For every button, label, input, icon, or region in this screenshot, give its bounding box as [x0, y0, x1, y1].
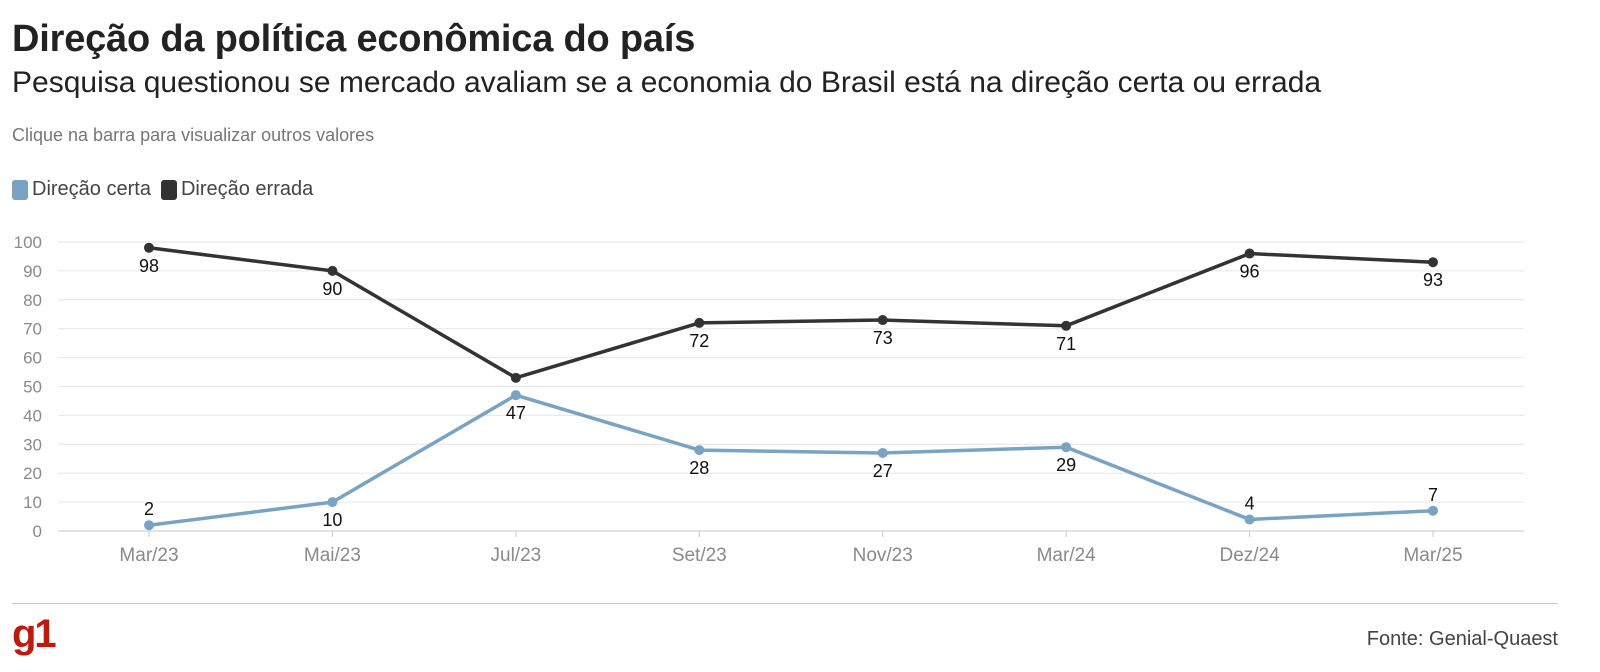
y-tick-label: 50 — [23, 378, 42, 397]
data-point-direcao-errada[interactable] — [144, 242, 154, 253]
data-point-direcao-errada[interactable] — [1428, 257, 1438, 268]
data-label-direcao-errada: 93 — [1423, 270, 1443, 290]
data-label-direcao-errada: 96 — [1240, 262, 1260, 282]
data-point-direcao-certa[interactable] — [1061, 442, 1072, 453]
data-point-direcao-errada[interactable] — [694, 317, 705, 328]
y-tick-label: 30 — [23, 435, 42, 454]
data-label-direcao-certa: 2 — [144, 499, 154, 519]
y-tick-label: 60 — [23, 349, 42, 368]
source-text: Fonte: Genial-Quaest — [1366, 628, 1558, 650]
legend-swatch-direcao-certa — [12, 179, 28, 200]
g1-logo: g1 — [12, 612, 57, 656]
legend-swatch-direcao-errada — [160, 179, 177, 200]
y-tick-label: 40 — [23, 406, 42, 425]
chart-subtitle: Pesquisa questionou se mercado avaliam s… — [12, 66, 1322, 99]
legend: Direção certa Direção errada — [12, 178, 313, 201]
data-point-direcao-errada[interactable] — [327, 265, 338, 276]
data-point-direcao-errada[interactable] — [877, 315, 888, 326]
y-tick-label: 80 — [23, 291, 42, 310]
data-label-direcao-certa: 28 — [689, 458, 709, 478]
data-label-direcao-certa: 4 — [1245, 493, 1255, 513]
y-tick-label: 0 — [33, 522, 42, 541]
data-points[interactable] — [144, 242, 1438, 531]
x-tick-label: Dez/24 — [1219, 545, 1280, 566]
x-tick-label: Mar/24 — [1037, 545, 1097, 566]
data-label-direcao-certa: 10 — [322, 510, 342, 530]
data-point-direcao-certa[interactable] — [327, 497, 338, 508]
hint-text: Clique na barra para visualizar outros v… — [12, 125, 375, 145]
data-point-direcao-certa[interactable] — [1244, 514, 1255, 525]
data-label-direcao-errada: 71 — [1056, 334, 1076, 354]
series-line-direcao-certa — [147, 393, 1435, 527]
x-tick-label: Mar/23 — [119, 545, 178, 566]
data-point-direcao-certa[interactable] — [877, 447, 888, 458]
x-tick-label: Mar/25 — [1403, 545, 1462, 566]
data-point-direcao-certa[interactable] — [1428, 505, 1438, 516]
data-label-direcao-certa: 29 — [1056, 455, 1076, 475]
data-point-direcao-certa[interactable] — [694, 445, 705, 456]
x-tick-label: Jul/23 — [491, 545, 542, 566]
chart-title: Direção da política econômica do país — [12, 18, 696, 60]
footer-divider — [12, 603, 1558, 604]
data-point-direcao-certa[interactable] — [510, 390, 521, 401]
legend-item-direcao-errada[interactable]: Direção errada — [160, 178, 314, 201]
grid-lines — [58, 241, 1524, 532]
y-tick-label: 70 — [23, 320, 42, 339]
x-tick-label: Nov/23 — [853, 545, 913, 566]
data-label-direcao-certa: 27 — [873, 461, 893, 481]
data-label-direcao-certa: 47 — [506, 403, 526, 423]
data-label-direcao-certa: 7 — [1428, 485, 1438, 505]
y-tick-label: 20 — [23, 464, 42, 483]
series-lines — [147, 246, 1435, 527]
legend-label-direcao-errada: Direção errada — [180, 178, 314, 200]
data-label-direcao-errada: 73 — [873, 328, 893, 348]
y-axis-tick-labels: 0 10 20 30 40 50 60 70 80 90 100 — [14, 233, 42, 541]
data-label-direcao-errada: 72 — [689, 331, 709, 351]
legend-item-direcao-certa[interactable]: Direção certa — [12, 178, 151, 201]
series-line-direcao-errada — [147, 246, 1435, 380]
y-tick-label: 90 — [23, 262, 42, 281]
data-point-direcao-errada[interactable] — [1061, 320, 1072, 331]
y-tick-label: 100 — [14, 233, 42, 252]
data-label-direcao-errada: 98 — [139, 256, 159, 276]
y-tick-label: 10 — [23, 493, 42, 512]
x-tick-label: Mai/23 — [304, 545, 361, 566]
line-chart: 0 10 20 30 40 50 60 70 80 90 100 Mar/23 Mai/23 Jul/2… — [14, 233, 1524, 566]
data-point-direcao-certa[interactable] — [144, 520, 154, 531]
x-tick-label: Set/23 — [672, 545, 727, 566]
legend-label-direcao-certa: Direção certa — [32, 178, 151, 200]
data-label-direcao-errada: 90 — [322, 279, 342, 299]
data-point-direcao-errada[interactable] — [1244, 248, 1255, 259]
data-point-direcao-errada[interactable] — [510, 372, 521, 383]
x-axis-tick-labels: Mar/23 Mai/23 Jul/23 Set/23 Nov/23 Mar/24 Dez/… — [119, 531, 1463, 566]
